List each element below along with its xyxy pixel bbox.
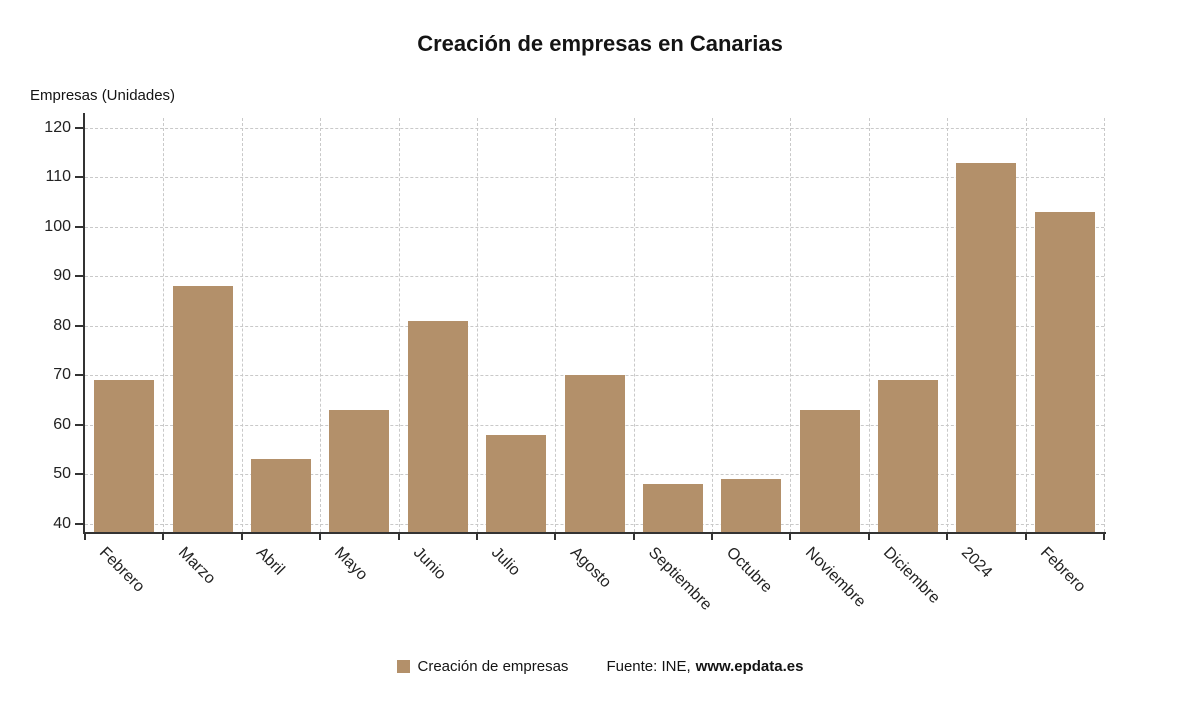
gridline-horizontal xyxy=(85,276,1104,278)
x-axis-label: Octubre xyxy=(723,544,776,597)
gridline-vertical xyxy=(555,118,557,532)
x-axis-tick xyxy=(84,534,86,540)
bar xyxy=(721,479,782,532)
x-axis-tick xyxy=(240,534,243,540)
x-axis-label: Diciembre xyxy=(880,544,943,607)
y-axis-tick xyxy=(75,275,83,278)
x-axis-tick xyxy=(711,534,714,540)
bar xyxy=(642,484,703,532)
x-axis-tick xyxy=(1103,534,1105,540)
y-axis-unit-label: Empresas (Unidades) xyxy=(30,87,176,104)
y-axis-tick-label: 60 xyxy=(53,415,71,433)
gridline-vertical xyxy=(1104,118,1105,532)
bar xyxy=(94,380,155,532)
gridline-vertical xyxy=(320,118,322,532)
x-axis-tick xyxy=(1024,534,1027,540)
y-axis-tick xyxy=(75,423,83,426)
y-axis-tick xyxy=(75,374,83,377)
x-axis-tick xyxy=(397,534,400,540)
x-axis-label: Agosto xyxy=(566,544,614,592)
x-axis-label: Febrero xyxy=(96,544,148,596)
bar xyxy=(564,375,625,532)
gridline-horizontal xyxy=(85,226,1104,228)
bar xyxy=(486,434,547,532)
y-axis-tick-label: 80 xyxy=(53,316,71,334)
x-axis-tick xyxy=(789,534,792,540)
gridline-vertical xyxy=(163,118,165,532)
gridline-vertical xyxy=(868,118,870,532)
gridline-horizontal xyxy=(85,177,1104,179)
gridline-vertical xyxy=(476,118,478,532)
x-axis-tick xyxy=(475,534,478,540)
x-axis-tick xyxy=(867,534,870,540)
legend-swatch xyxy=(396,660,410,673)
source-text: Fuente: INE, www.epdata.es xyxy=(606,658,803,675)
x-axis-label: Mayo xyxy=(331,544,372,584)
y-axis-tick xyxy=(75,176,83,179)
x-axis-label: Septiembre xyxy=(644,544,715,614)
bar xyxy=(250,459,311,532)
y-axis-tick xyxy=(75,225,83,228)
bar xyxy=(172,286,233,532)
gridline-vertical xyxy=(947,118,949,532)
y-axis-tick-label: 110 xyxy=(45,168,71,186)
bar xyxy=(956,162,1017,532)
x-axis-label: Marzo xyxy=(174,544,218,588)
bar xyxy=(1034,211,1095,532)
x-axis-label: 2024 xyxy=(958,544,996,582)
x-axis-label: Julio xyxy=(488,544,524,580)
y-axis-tick xyxy=(75,473,83,476)
x-axis-label: Noviembre xyxy=(801,544,869,611)
y-axis-tick xyxy=(75,324,83,327)
y-axis-tick xyxy=(75,126,83,129)
y-axis-tick-label: 100 xyxy=(44,217,71,235)
source-prefix: Fuente: INE, xyxy=(606,658,691,675)
bar xyxy=(878,380,939,532)
legend-item-creacion-de-empresas[interactable]: Creación de empresas xyxy=(396,658,569,675)
y-axis-tick xyxy=(75,522,83,525)
gridline-vertical xyxy=(1025,118,1027,532)
legend-label: Creación de empresas xyxy=(417,658,569,675)
x-axis-tick xyxy=(554,534,557,540)
source-link[interactable]: www.epdata.es xyxy=(695,658,804,675)
y-axis-tick-label: 120 xyxy=(44,118,71,136)
x-axis-label: Junio xyxy=(409,544,449,584)
y-axis-tick-label: 40 xyxy=(53,514,71,532)
gridline-vertical xyxy=(712,118,714,532)
y-axis-tick-label: 90 xyxy=(53,267,71,285)
bar xyxy=(329,409,390,532)
x-axis-tick xyxy=(946,534,949,540)
legend: Creación de empresas Fuente: INE, www.ep… xyxy=(0,658,1200,675)
gridline-vertical xyxy=(398,118,400,532)
gridline-vertical xyxy=(633,118,635,532)
y-axis-tick-label: 70 xyxy=(53,366,71,384)
x-axis-tick xyxy=(162,534,165,540)
x-axis-tick xyxy=(319,534,322,540)
gridline-vertical xyxy=(241,118,243,532)
y-axis-tick-label: 50 xyxy=(53,465,71,483)
y-axis-line xyxy=(83,113,85,534)
gridline-vertical xyxy=(790,118,792,532)
gridline-horizontal xyxy=(85,127,1104,129)
x-axis-label: Abril xyxy=(252,544,288,579)
x-axis-label: Febrero xyxy=(1036,544,1089,596)
x-axis-tick xyxy=(632,534,635,540)
gridline-horizontal xyxy=(85,325,1104,327)
bar xyxy=(407,320,468,532)
x-axis-line xyxy=(83,532,1106,534)
chart-title: Creación de empresas en Canarias xyxy=(417,31,783,56)
bar xyxy=(799,409,860,532)
